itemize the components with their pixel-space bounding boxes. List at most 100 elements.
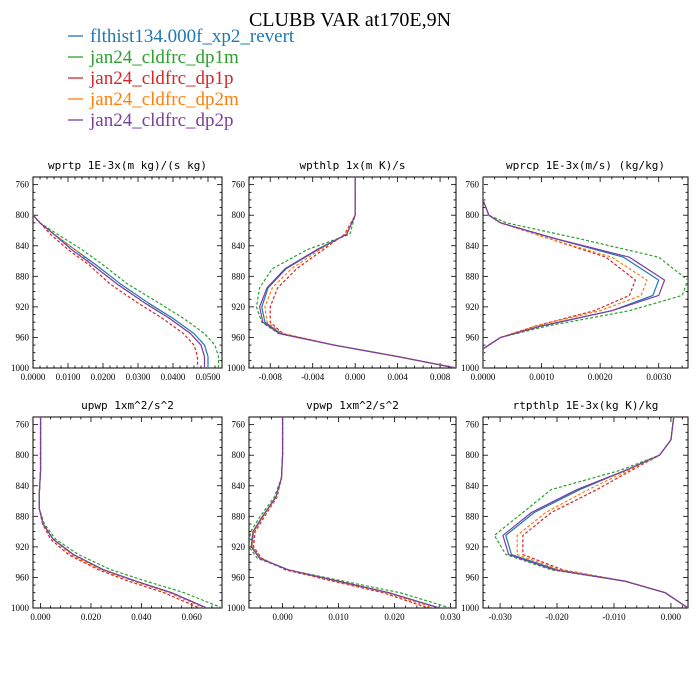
series-line <box>251 417 440 608</box>
x-tick-label: 0.030 <box>440 612 461 622</box>
y-tick-label: 800 <box>16 450 30 460</box>
series-line <box>249 417 451 608</box>
y-tick-label: 800 <box>16 210 30 220</box>
x-tick-label: 0.020 <box>81 612 102 622</box>
series-group <box>249 417 451 608</box>
y-tick-label: 800 <box>466 450 480 460</box>
y-tick-label: 1000 <box>227 363 246 373</box>
x-tick-label: 0.0200 <box>91 372 116 382</box>
figure-title: CLUBB VAR at170E,9N <box>249 9 451 31</box>
chart-panel: wpthlp 1x(m K)/s 760 800 840 880 920 960 1000 -0… <box>227 159 457 382</box>
series-line <box>38 417 208 608</box>
plot-frame <box>248 176 457 369</box>
x-tick-label: -0.020 <box>545 612 569 622</box>
x-tick-label: 0.0000 <box>471 372 496 382</box>
y-tick-label: 920 <box>16 302 30 312</box>
x-tick-label: 0.000 <box>661 612 682 622</box>
plot-frame <box>482 416 689 609</box>
x-tick-label: 0.004 <box>387 372 408 382</box>
y-tick-label: 880 <box>466 511 480 521</box>
x-tick-label: 0.0020 <box>588 372 613 382</box>
series-line <box>38 417 208 608</box>
series-line <box>251 417 434 608</box>
series-line <box>252 417 429 608</box>
y-tick-label: 800 <box>232 210 246 220</box>
y-tick-label: 880 <box>232 271 246 281</box>
y-tick-label: 960 <box>232 332 246 342</box>
x-tick-label: 0.060 <box>182 612 203 622</box>
panel-title: wprtp 1E-3x(m kg)/(s kg) <box>48 159 207 172</box>
x-tick-label: -0.008 <box>259 372 283 382</box>
y-tick-label: 1000 <box>11 363 30 373</box>
x-tick-label: 0.0400 <box>161 372 186 382</box>
legend: flthist134.000f_xp2_revertjan24_cldfrc_d… <box>68 26 295 131</box>
y-tick-label: 920 <box>232 302 246 312</box>
x-tick-label: 0.0300 <box>126 372 151 382</box>
x-tick-label: 0.0100 <box>56 372 81 382</box>
x-tick-label: 0.010 <box>328 612 349 622</box>
y-tick-label: 760 <box>16 420 30 430</box>
series-line <box>483 177 660 368</box>
series-line <box>259 177 456 368</box>
plot-frame <box>248 416 457 609</box>
y-tick-label: 1000 <box>461 363 480 373</box>
panel-title: wprcp 1E-3x(m/s) (kg/kg) <box>506 159 665 172</box>
legend-label: jan24_cldfrc_dp2p <box>89 110 234 131</box>
y-tick-label: 880 <box>232 511 246 521</box>
y-tick-label: 920 <box>232 542 246 552</box>
x-tick-label: 0.0000 <box>21 372 46 382</box>
x-tick-label: -0.030 <box>488 612 512 622</box>
x-tick-label: 0.0010 <box>529 372 554 382</box>
series-line <box>483 177 688 368</box>
y-tick-label: 760 <box>232 180 246 190</box>
x-tick-label: 0.0500 <box>196 372 221 382</box>
panel-title: upwp 1xm^2/s^2 <box>81 399 174 412</box>
series-line <box>483 177 666 368</box>
x-tick-label: 0.040 <box>131 612 152 622</box>
x-tick-label: 0.008 <box>430 372 451 382</box>
series-line <box>516 417 688 608</box>
series-line <box>38 417 205 608</box>
series-line <box>261 177 456 368</box>
chart-panel: wprtp 1E-3x(m kg)/(s kg) 760 800 840 880 920 9… <box>11 159 223 382</box>
y-tick-label: 920 <box>466 542 480 552</box>
plot-frame <box>32 176 223 369</box>
legend-item: jan24_cldfrc_dp1m <box>68 47 239 68</box>
y-tick-label: 920 <box>466 302 480 312</box>
panel-title: vpwp 1xm^2/s^2 <box>306 399 399 412</box>
y-tick-label: 1000 <box>227 603 246 613</box>
series-line <box>255 177 456 368</box>
series-line <box>522 417 688 608</box>
y-tick-label: 840 <box>16 481 30 491</box>
chart-panel: rtpthlp 1E-3x(kg K)/kg 760 800 840 880 920 960… <box>461 399 689 622</box>
panel-grid: wprtp 1E-3x(m kg)/(s kg) 760 800 840 880 920 9… <box>11 159 689 622</box>
y-tick-label: 960 <box>232 572 246 582</box>
series-group <box>483 177 688 368</box>
series-group <box>255 177 456 368</box>
legend-item: jan24_cldfrc_dp2m <box>68 89 239 110</box>
y-tick-label: 840 <box>466 241 480 251</box>
x-tick-label: 0.000 <box>272 612 293 622</box>
y-tick-label: 880 <box>16 271 30 281</box>
series-line <box>264 177 456 368</box>
series-line <box>38 417 222 608</box>
y-tick-label: 880 <box>466 271 480 281</box>
x-tick-label: 0.020 <box>384 612 405 622</box>
series-line <box>493 417 688 608</box>
series-line <box>269 177 456 368</box>
legend-item: jan24_cldfrc_dp2p <box>68 110 234 131</box>
series-line <box>38 417 200 608</box>
series-line <box>33 214 199 368</box>
x-tick-label: -0.004 <box>301 372 325 382</box>
chart-panel: wprcp 1E-3x(m/s) (kg/kg) 760 800 840 880 920 9… <box>461 159 689 382</box>
x-tick-label: 0.000 <box>345 372 366 382</box>
y-tick-label: 840 <box>232 481 246 491</box>
y-tick-label: 960 <box>16 572 30 582</box>
y-tick-label: 1000 <box>11 603 30 613</box>
y-tick-label: 960 <box>466 332 480 342</box>
legend-item: jan24_cldfrc_dp1p <box>68 68 234 89</box>
y-tick-label: 840 <box>16 241 30 251</box>
legend-label: jan24_cldfrc_dp1p <box>89 68 234 89</box>
series-group <box>38 417 222 608</box>
